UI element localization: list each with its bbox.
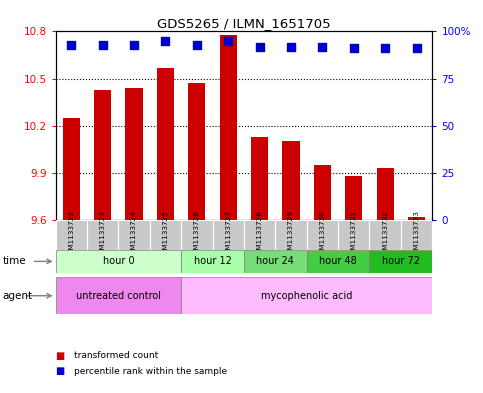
Bar (283, 141, 299, 220)
Bar (56, 220, 87, 250)
Text: GSM1133728: GSM1133728 (256, 210, 263, 259)
Bar (126, 88, 142, 220)
Point (161, 38, 170, 44)
Text: GSM1133725: GSM1133725 (162, 210, 169, 259)
Text: GSM1133729: GSM1133729 (288, 210, 294, 259)
Bar (181, 277, 432, 314)
Bar (150, 220, 181, 250)
Bar (369, 220, 401, 250)
Text: hour 0: hour 0 (102, 256, 134, 266)
Bar (401, 220, 432, 250)
Bar (307, 250, 369, 273)
Bar (56, 250, 181, 273)
Text: GSM1133724: GSM1133724 (131, 210, 137, 259)
Bar (181, 220, 213, 250)
Text: hour 12: hour 12 (194, 256, 231, 266)
Point (224, 38, 232, 44)
Point (350, 45, 357, 51)
Point (287, 43, 295, 50)
Text: percentile rank within the sample: percentile rank within the sample (74, 367, 227, 376)
Bar (345, 176, 362, 220)
Bar (213, 220, 244, 250)
Point (256, 43, 264, 50)
Bar (181, 250, 244, 273)
Bar (408, 217, 425, 220)
Text: GSM1133723: GSM1133723 (99, 210, 106, 259)
Title: GDS5265 / ILMN_1651705: GDS5265 / ILMN_1651705 (157, 17, 331, 30)
Bar (244, 220, 275, 250)
Bar (63, 118, 80, 220)
Point (382, 45, 389, 51)
Bar (369, 250, 432, 273)
Text: hour 24: hour 24 (256, 256, 294, 266)
Bar (251, 137, 268, 220)
Text: GSM1133726: GSM1133726 (194, 210, 200, 259)
Bar (157, 68, 174, 220)
Text: untreated control: untreated control (76, 291, 161, 301)
Bar (118, 220, 150, 250)
Bar (314, 165, 331, 220)
Text: time: time (2, 256, 26, 266)
Text: GSM1133730: GSM1133730 (319, 210, 326, 259)
Bar (56, 277, 181, 314)
Text: ■: ■ (56, 351, 65, 361)
Point (130, 42, 138, 48)
Text: GSM1133731: GSM1133731 (351, 210, 357, 259)
Bar (244, 250, 307, 273)
Point (68, 42, 75, 48)
Text: GSM1133727: GSM1133727 (225, 210, 231, 259)
Point (412, 45, 420, 51)
Text: hour 48: hour 48 (319, 256, 357, 266)
Text: ■: ■ (56, 366, 65, 376)
Point (193, 42, 201, 48)
Bar (307, 220, 338, 250)
Text: agent: agent (2, 291, 32, 301)
Bar (338, 220, 369, 250)
Point (319, 43, 327, 50)
Text: mycophenolic acid: mycophenolic acid (261, 291, 353, 301)
Bar (275, 220, 307, 250)
Bar (94, 90, 111, 220)
Text: transformed count: transformed count (74, 351, 158, 360)
Text: GSM1133722: GSM1133722 (68, 210, 74, 259)
Bar (377, 168, 394, 220)
Point (99, 42, 107, 48)
Text: hour 72: hour 72 (382, 256, 420, 266)
Bar (220, 35, 237, 220)
Text: GSM1133733: GSM1133733 (413, 210, 420, 259)
Bar (188, 83, 205, 220)
Bar (87, 220, 118, 250)
Text: GSM1133732: GSM1133732 (382, 210, 388, 259)
